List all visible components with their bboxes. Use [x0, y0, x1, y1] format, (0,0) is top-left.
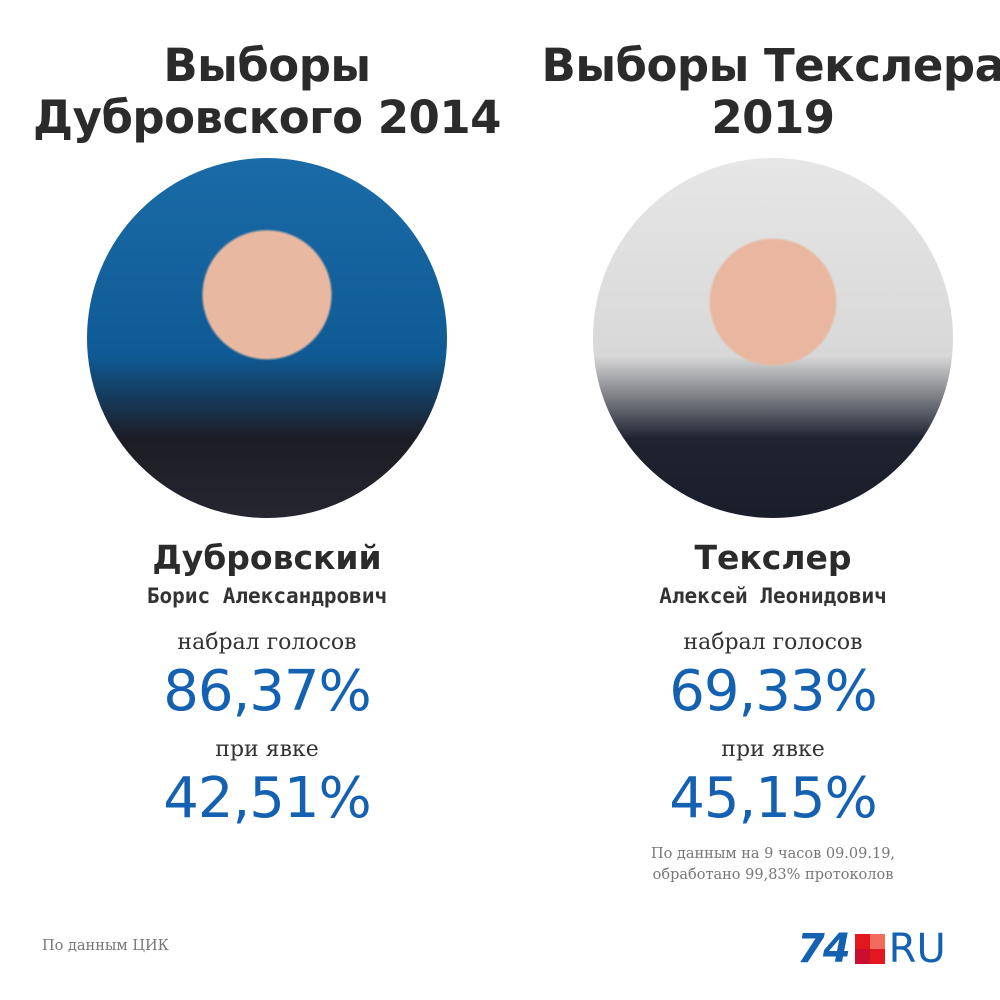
site-logo: 74 RU — [797, 926, 946, 972]
turnout-label: при явке — [721, 737, 825, 762]
votes-percent: 69,33% — [669, 659, 878, 724]
candidate-column-teksler: Выборы Текслера 2019 Текслер Алексей Лео… — [523, 0, 1000, 886]
source-note: По данным ЦИК — [42, 938, 169, 954]
candidate-photo — [87, 158, 447, 518]
turnout-percent: 45,15% — [669, 766, 878, 831]
candidate-surname: Дубровский — [152, 538, 382, 577]
data-note: По данным на 9 часов 09.09.19, обработан… — [523, 844, 1000, 886]
title: Выборы Текслера 2019 — [541, 39, 1000, 144]
logo-squares-icon — [854, 934, 885, 964]
turnout-label: при явке — [215, 737, 319, 762]
votes-percent: 86,37% — [163, 659, 372, 724]
candidate-surname: Текслер — [694, 538, 852, 577]
candidate-column-dubrovsky: Выборы Дубровского 2014 Дубровский Борис… — [17, 0, 517, 830]
votes-label: набрал голосов — [177, 630, 357, 655]
data-note-line: обработано 99,83% протоколов — [652, 867, 894, 883]
title: Выборы Дубровского 2014 — [33, 39, 501, 144]
candidate-given-names: Алексей Леонидович — [659, 584, 887, 608]
candidate-given-names: Борис Александрович — [146, 584, 388, 608]
candidate-photo — [593, 158, 953, 518]
data-note-line: По данным на 9 часов 09.09.19, — [650, 846, 896, 862]
votes-label: набрал голосов — [683, 630, 863, 655]
turnout-percent: 42,51% — [163, 766, 372, 831]
